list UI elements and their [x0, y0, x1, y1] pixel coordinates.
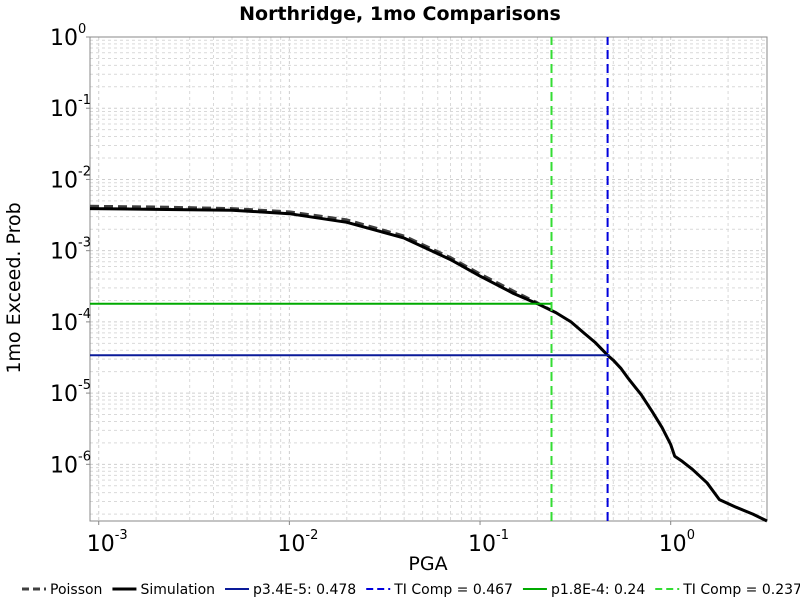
x-tick-label: 10-3: [87, 528, 128, 557]
y-tick-label: 10-2: [50, 164, 91, 193]
y-tick-label: 10-6: [50, 449, 91, 478]
legend-label-0: Poisson: [50, 582, 102, 598]
y-tick-label: 10-5: [50, 378, 91, 407]
legend-label-2: p3.4E-5: 0.478: [253, 582, 356, 598]
legend-label-3: TI Comp = 0.467: [393, 582, 513, 598]
x-axis-ticks: 10-3 10-2 10-1 100: [87, 521, 695, 557]
legend-label-5: TI Comp = 0.237: [682, 582, 800, 598]
plot-area-frame: [89, 36, 768, 522]
x-tick-label: 100: [659, 528, 695, 557]
y-tick-label: 10-3: [50, 236, 91, 265]
series-layer: [89, 37, 768, 523]
x-axis-label: PGA: [408, 553, 447, 575]
series-line-1: [89, 207, 768, 523]
legend-label-1: Simulation: [140, 582, 215, 598]
y-tick-label: 10-1: [50, 93, 91, 122]
y-tick-label: 10-4: [50, 307, 91, 336]
y-axis-label: 1mo Exceed. Prob: [3, 202, 25, 373]
grid: [89, 36, 767, 521]
x-tick-label: 10-1: [468, 528, 509, 557]
y-axis-ticks: 100 10-1 10-2 10-3 10-4 10-5 10-6: [50, 22, 91, 478]
y-tick-label: 100: [50, 22, 86, 51]
series-line-0: [89, 204, 554, 313]
x-tick-label: 10-2: [277, 528, 318, 557]
chart-title: Northridge, 1mo Comparisons: [239, 3, 561, 25]
legend-label-4: p1.8E-4: 0.24: [551, 582, 645, 598]
legend: Poisson Simulation p3.4E-5: 0.478 TI Comp =…: [22, 582, 800, 598]
